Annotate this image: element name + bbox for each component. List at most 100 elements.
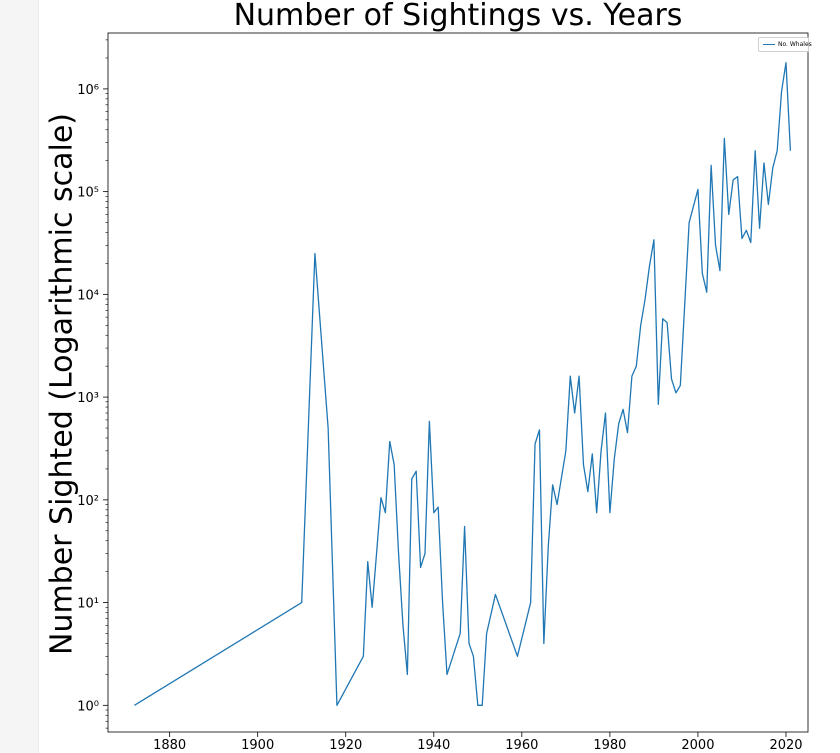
data-point xyxy=(653,239,655,241)
legend-label-no-whales: No. Whales xyxy=(778,41,812,48)
data-point xyxy=(367,561,369,563)
data-point xyxy=(433,512,435,514)
data-point xyxy=(134,705,136,707)
data-point xyxy=(543,643,545,645)
data-point xyxy=(314,253,316,255)
data-point xyxy=(556,504,558,506)
data-point xyxy=(393,464,395,466)
data-point xyxy=(486,633,488,635)
data-point xyxy=(750,242,752,244)
data-point xyxy=(600,450,602,452)
data-point xyxy=(464,526,466,528)
data-point xyxy=(636,365,638,367)
data-point xyxy=(481,705,483,707)
data-point xyxy=(658,404,660,406)
chart-title: Number of Sightings vs. Years xyxy=(233,0,683,33)
left-gutter xyxy=(0,0,39,753)
data-point xyxy=(578,375,580,377)
data-point xyxy=(759,227,761,229)
data-point xyxy=(446,674,448,676)
data-point xyxy=(495,594,497,596)
data-point xyxy=(415,470,417,472)
data-point xyxy=(768,204,770,206)
data-point xyxy=(622,409,624,411)
data-point xyxy=(363,656,365,658)
data-point xyxy=(574,412,576,414)
data-point xyxy=(336,705,338,707)
data-point xyxy=(732,179,734,181)
data-point xyxy=(671,378,673,380)
data-point xyxy=(398,553,400,555)
data-point xyxy=(662,318,664,320)
data-point xyxy=(534,443,536,445)
data-point xyxy=(583,464,585,466)
y-tick-label: 10² xyxy=(77,494,99,509)
plot-frame xyxy=(107,32,809,733)
data-point xyxy=(754,150,756,152)
data-point xyxy=(517,656,519,658)
legend: No. Whales xyxy=(758,37,812,52)
data-point xyxy=(424,553,426,555)
data-point xyxy=(587,491,589,493)
data-point xyxy=(776,150,778,152)
data-point xyxy=(697,189,699,191)
y-axis-ticks: 10⁰ 10¹ 10² 10³ 10⁴ 10⁵ 10⁶ xyxy=(77,39,108,729)
data-point xyxy=(675,392,677,394)
data-points xyxy=(134,62,792,706)
data-point xyxy=(376,553,378,555)
data-point xyxy=(644,298,646,300)
data-point xyxy=(781,90,783,92)
data-point xyxy=(609,512,611,514)
data-point xyxy=(785,62,787,64)
data-point xyxy=(389,441,391,443)
data-point xyxy=(420,567,422,569)
data-point xyxy=(468,643,470,645)
data-point xyxy=(371,606,373,608)
x-tick-label: 1900 xyxy=(241,738,274,753)
data-point xyxy=(763,162,765,164)
data-point xyxy=(613,458,615,460)
data-point xyxy=(706,291,708,293)
y-tick-label: 10⁶ xyxy=(77,83,99,98)
data-point xyxy=(591,453,593,455)
data-point xyxy=(790,150,792,152)
data-point xyxy=(552,484,554,486)
data-point xyxy=(327,427,329,429)
data-point xyxy=(702,273,704,275)
data-point xyxy=(385,512,387,514)
data-point xyxy=(605,412,607,414)
data-point xyxy=(569,375,571,377)
data-point xyxy=(684,304,686,306)
data-point xyxy=(547,546,549,548)
data-point xyxy=(640,325,642,327)
y-tick-label: 10⁴ xyxy=(77,288,99,303)
data-point xyxy=(402,625,404,627)
data-point xyxy=(772,167,774,169)
x-tick-label: 2000 xyxy=(681,738,714,753)
data-point xyxy=(473,656,475,658)
y-tick-label: 10⁵ xyxy=(77,186,99,201)
x-tick-label: 1960 xyxy=(505,738,538,753)
data-point xyxy=(477,705,479,707)
x-tick-label: 1940 xyxy=(417,738,450,753)
data-point xyxy=(737,176,739,178)
data-point xyxy=(666,322,668,324)
y-tick-label: 10⁰ xyxy=(77,699,99,714)
data-point xyxy=(411,478,413,480)
data-point xyxy=(710,165,712,167)
y-tick-label: 10³ xyxy=(77,391,99,406)
data-point xyxy=(565,450,567,452)
y-tick-label: 10¹ xyxy=(77,597,99,612)
x-tick-label: 2020 xyxy=(769,738,802,753)
data-point xyxy=(746,230,748,232)
x-axis-ticks: 1880 1900 1920 1940 1960 1980 2000 2020 xyxy=(153,732,803,753)
data-point xyxy=(301,602,303,604)
series-line-no-whales xyxy=(134,62,792,706)
data-point xyxy=(627,432,629,434)
data-point xyxy=(719,270,721,272)
data-point xyxy=(437,506,439,508)
data-point xyxy=(429,421,431,423)
data-point xyxy=(688,222,690,224)
data-point xyxy=(724,138,726,140)
